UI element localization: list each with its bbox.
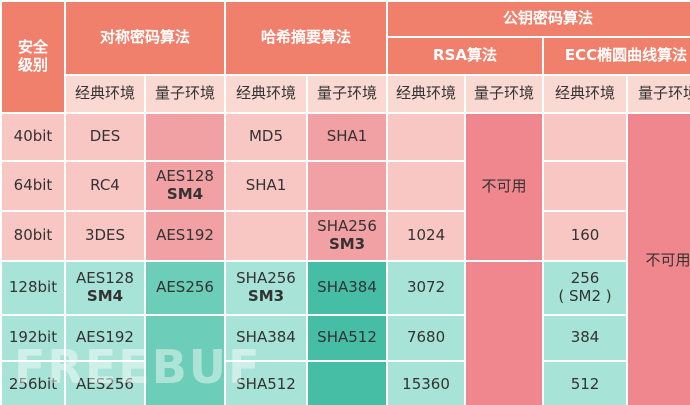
rsa-classic-cell: 15360: [388, 362, 465, 405]
level-cell: 128bit: [2, 262, 64, 314]
level-cell: 192bit: [2, 316, 64, 360]
sym-quantum-cell: AES256: [146, 262, 225, 314]
hash-quantum-cell: SHA384: [308, 262, 387, 314]
ecc-quantum-unavailable-cell: 不可用: [628, 114, 690, 405]
hash-header: 哈希摘要算法: [226, 2, 387, 74]
level-cell: 80bit: [2, 212, 64, 260]
level-cell: 64bit: [2, 162, 64, 210]
ecc-quantum-header: 量子环境: [628, 76, 690, 112]
hash-classic-cell: SHA384: [226, 316, 307, 360]
sym-quantum-cell: [146, 114, 225, 160]
hash-quantum-value: SHA256: [317, 217, 377, 236]
security-level-header: 安全 级别: [2, 2, 64, 112]
ecc-classic-cell: 512: [544, 362, 627, 405]
level-cell: 256bit: [2, 362, 64, 405]
hash-quantum-cell: SHA512: [308, 316, 387, 360]
sym-classic-cell: AES192: [66, 316, 144, 360]
sym-classic-cell: AES128 SM4: [66, 262, 144, 314]
sym-classic-cell: DES: [66, 114, 144, 160]
sym-classic-cell: RC4: [66, 162, 144, 210]
hash-quantum-cell: SHA1: [308, 114, 387, 160]
sym-quantum-cell: AES192: [146, 212, 225, 260]
rsa-quantum-unavailable-cell: 不可用: [466, 114, 543, 260]
rsa-classic-cell: [388, 114, 465, 160]
hash-classic-cell: SHA1: [226, 162, 307, 210]
rsa-classic-cell: [388, 162, 465, 210]
hash-quantum-cell: [308, 162, 387, 210]
rsa-quantum-unavailable-cell-lower: [466, 262, 543, 405]
sym-quantum-cell: [146, 316, 225, 405]
ecc-classic-cell: 384: [544, 316, 627, 360]
rsa-header: RSA算法: [388, 38, 543, 74]
sym-quantum-value-secondary: SM4: [166, 185, 204, 203]
sym-classic-value: AES128: [76, 269, 134, 288]
table-row: 256bit AES256 SHA512 15360 512: [2, 362, 690, 405]
table-row: 192bit AES192 SHA384 SHA512 7680 384: [2, 316, 690, 405]
ecc-classic-header: 经典环境: [544, 76, 627, 112]
ecc-classic-cell: [544, 162, 627, 210]
sym-classic-cell: AES256: [66, 362, 144, 405]
hash-quantum-header: 量子环境: [308, 76, 387, 112]
hash-classic-cell: [226, 212, 307, 260]
hash-quantum-cell: SHA256 SM3: [308, 212, 387, 260]
rsa-classic-cell: 7680: [388, 316, 465, 360]
table-row: 80bit 3DES AES192 SHA256 SM3 1024 160: [2, 212, 690, 260]
ecc-header: ECC椭圆曲线算法: [544, 38, 690, 74]
hash-classic-cell: SHA256 SM3: [226, 262, 307, 314]
hash-classic-value: SHA256: [236, 269, 296, 288]
sym-classic-header: 经典环境: [66, 76, 144, 112]
table-row: 128bit AES128 SM4 AES256 SHA256 SM3 SHA384…: [2, 262, 690, 405]
ecc-classic-value-secondary: ( SM2 ): [558, 287, 612, 305]
ecc-classic-cell: [544, 114, 627, 160]
ecc-classic-cell: 160: [544, 212, 627, 260]
hash-classic-cell: SHA512: [226, 362, 307, 405]
ecc-classic-value: 256: [570, 269, 600, 288]
sym-classic-cell: 3DES: [66, 212, 144, 260]
rsa-classic-header: 经典环境: [388, 76, 465, 112]
hash-classic-header: 经典环境: [226, 76, 307, 112]
sym-quantum-value: AES128: [156, 167, 214, 186]
public-key-header: 公钥密码算法: [388, 2, 690, 36]
rsa-quantum-header: 量子环境: [466, 76, 543, 112]
rsa-classic-cell: 1024: [388, 212, 465, 260]
rsa-classic-cell: 3072: [388, 262, 465, 314]
sym-quantum-cell: AES128 SM4: [146, 162, 225, 210]
sym-quantum-header: 量子环境: [146, 76, 225, 112]
level-cell: 40bit: [2, 114, 64, 160]
ecc-classic-cell: 256( SM2 ): [544, 262, 627, 314]
symmetric-header: 对称密码算法: [66, 2, 225, 74]
hash-quantum-value-secondary: SM3: [328, 235, 366, 253]
sym-classic-value-secondary: SM4: [86, 287, 124, 305]
table-row: 40bit DES MD5 SHA1 不可用 不可用: [2, 114, 690, 405]
table-row: 64bit RC4 AES128 SM4 SHA1: [2, 162, 690, 210]
hash-classic-cell: MD5: [226, 114, 307, 160]
hash-classic-value-secondary: SM3: [247, 287, 285, 305]
hash-quantum-cell: [308, 362, 387, 405]
